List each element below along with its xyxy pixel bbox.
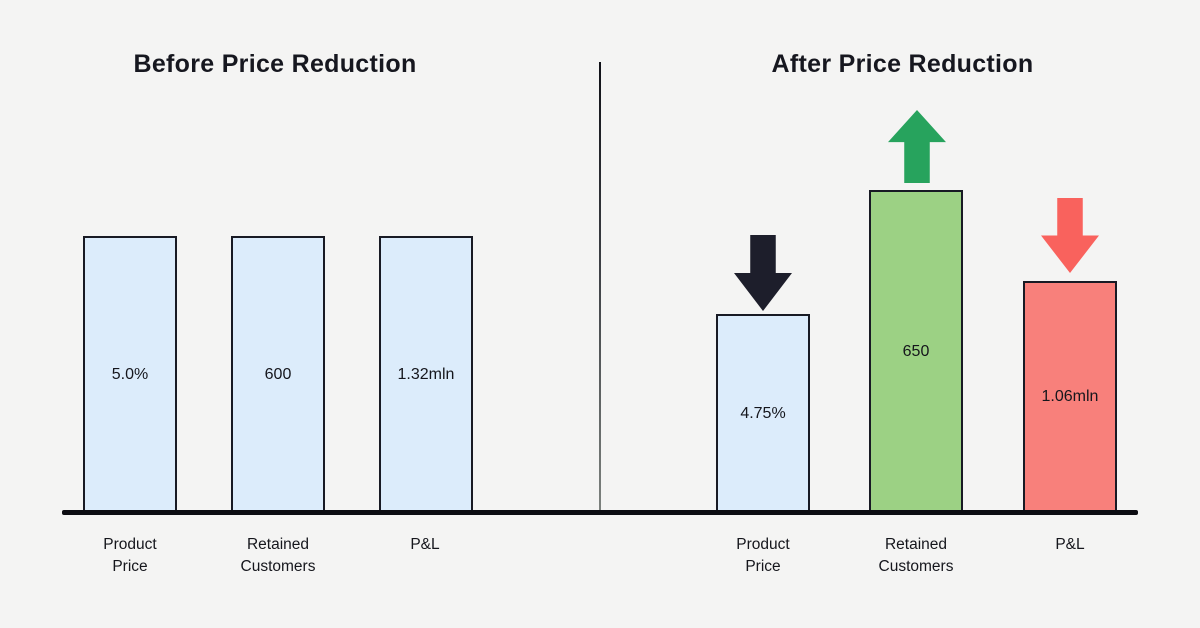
after-panel-title: After Price Reduction xyxy=(771,50,1034,78)
down-arrow-icon xyxy=(734,235,792,311)
after-pnl-bar: 1.06mln xyxy=(1023,281,1117,513)
before-panel-title: Before Price Reduction xyxy=(133,50,417,78)
after-pnl-label: P&L xyxy=(1020,534,1120,556)
label-line: Customers xyxy=(878,558,954,575)
panel-divider-line xyxy=(599,62,601,512)
after-retained-customers-label: Retained Customers xyxy=(864,534,968,578)
baseline-axis xyxy=(62,510,1138,515)
before-product-price-value: 5.0% xyxy=(111,365,149,383)
after-retained-customers-bar: 650 xyxy=(869,190,963,513)
label-line: Product xyxy=(736,536,790,553)
label-line: P&L xyxy=(1055,536,1085,553)
label-line: Customers xyxy=(240,558,316,575)
label-line: Price xyxy=(745,558,781,575)
before-pnl-value: 1.32mln xyxy=(397,365,455,383)
before-retained-customers-label: Retained Customers xyxy=(228,534,328,578)
label-line: Retained xyxy=(246,536,310,553)
label-line: Retained xyxy=(884,536,948,553)
after-product-price-bar: 4.75% xyxy=(716,314,810,513)
after-product-price-label: Product Price xyxy=(713,534,813,578)
label-line: Price xyxy=(112,558,148,575)
before-retained-customers-value: 600 xyxy=(264,365,292,383)
up-arrow-icon xyxy=(888,110,946,183)
label-line: P&L xyxy=(410,536,440,553)
before-pnl-bar: 1.32mln xyxy=(379,236,473,513)
before-product-price-bar: 5.0% xyxy=(83,236,177,513)
after-pnl-value: 1.06mln xyxy=(1041,388,1099,405)
after-product-price-value: 4.75% xyxy=(740,404,786,422)
after-retained-customers-value: 650 xyxy=(902,342,930,360)
before-product-price-label: Product Price xyxy=(80,534,180,578)
before-pnl-label: P&L xyxy=(375,534,475,556)
label-line: Product xyxy=(103,536,157,553)
before-retained-customers-bar: 600 xyxy=(231,236,325,513)
down-arrow-icon xyxy=(1041,198,1099,273)
